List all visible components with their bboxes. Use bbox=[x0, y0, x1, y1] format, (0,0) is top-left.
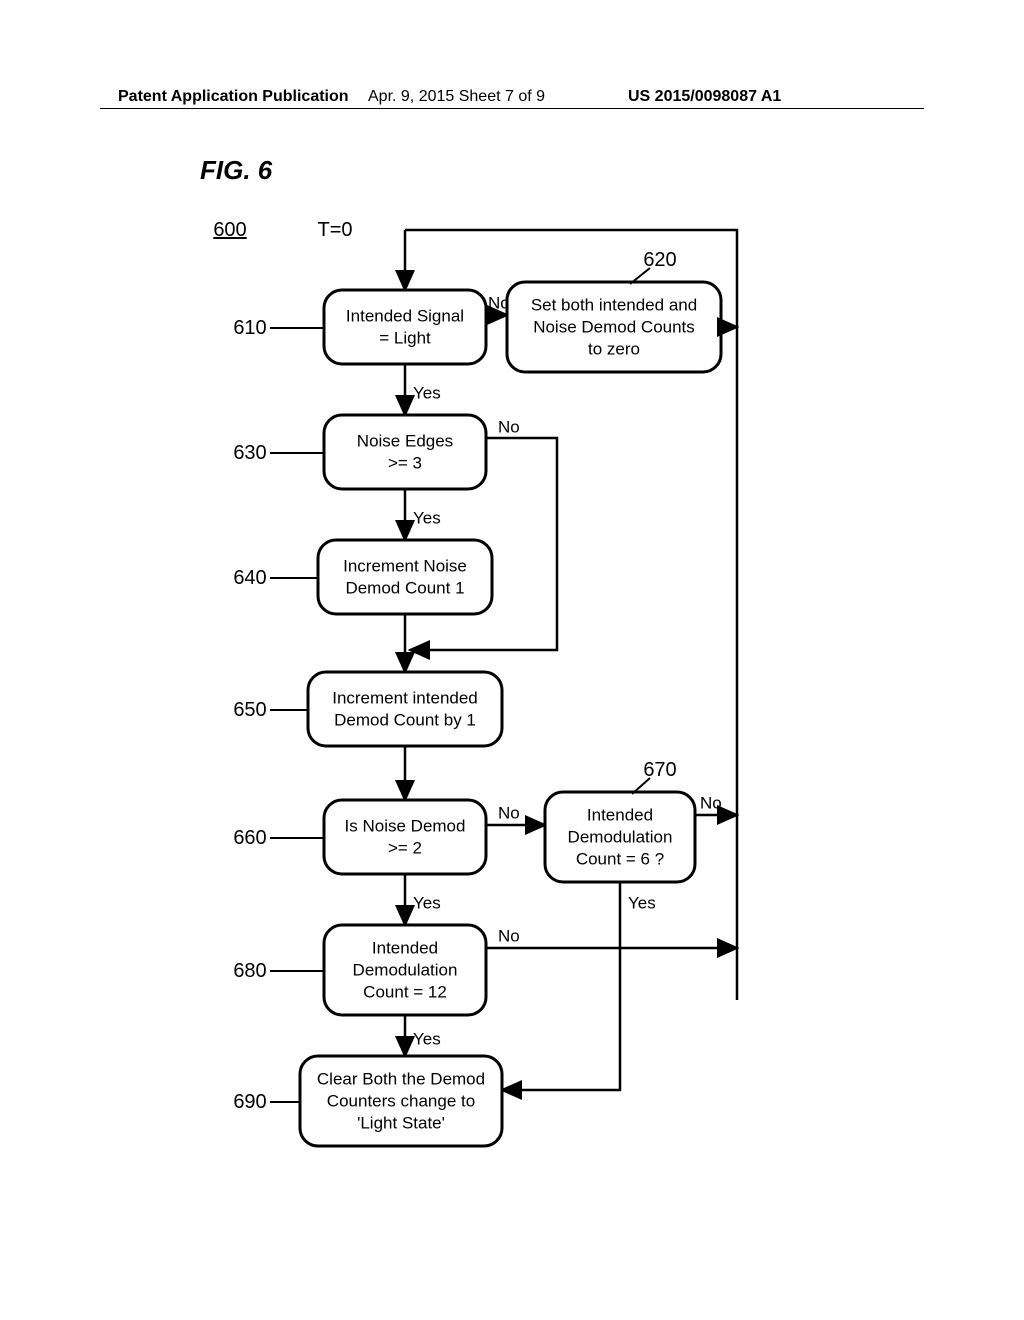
svg-text:Demod Count 1: Demod Count 1 bbox=[345, 578, 464, 597]
label-660-no: No bbox=[498, 803, 520, 822]
label-660-yes: Yes bbox=[413, 893, 441, 912]
ref-680: 680 bbox=[233, 960, 266, 982]
svg-text:'Light State': 'Light State' bbox=[357, 1113, 445, 1132]
svg-text:Intended: Intended bbox=[372, 938, 438, 957]
svg-text:Noise Edges: Noise Edges bbox=[357, 431, 453, 450]
label-630-no: No bbox=[498, 417, 520, 436]
svg-text:Increment Noise: Increment Noise bbox=[343, 556, 467, 575]
ref-690: 690 bbox=[233, 1091, 266, 1113]
svg-text:Set both intended and: Set both intended and bbox=[531, 295, 697, 314]
node-620: Set both intended and Noise Demod Counts… bbox=[507, 282, 721, 372]
svg-text:>= 2: >= 2 bbox=[388, 838, 422, 857]
node-630: Noise Edges >= 3 bbox=[324, 415, 486, 489]
ref-650: 650 bbox=[233, 699, 266, 721]
ref-610: 610 bbox=[233, 317, 266, 339]
svg-text:Clear Both the Demod: Clear Both the Demod bbox=[317, 1069, 485, 1088]
ref-620: 620 bbox=[643, 249, 676, 271]
label-630-yes: Yes bbox=[413, 508, 441, 527]
svg-text:Demodulation: Demodulation bbox=[353, 960, 458, 979]
node-610: Intended Signal = Light bbox=[324, 290, 486, 364]
ref-640: 640 bbox=[233, 567, 266, 589]
svg-text:Count = 12: Count = 12 bbox=[363, 982, 447, 1001]
label-610-yes: Yes bbox=[413, 383, 441, 402]
svg-text:Is Noise Demod: Is Noise Demod bbox=[345, 816, 466, 835]
svg-text:Noise Demod Counts: Noise Demod Counts bbox=[533, 317, 695, 336]
node-660: Is Noise Demod >= 2 bbox=[324, 800, 486, 874]
svg-text:>= 3: >= 3 bbox=[388, 453, 422, 472]
edge-670-690 bbox=[502, 882, 620, 1090]
svg-text:to zero: to zero bbox=[588, 339, 640, 358]
node-650: Increment intended Demod Count by 1 bbox=[308, 672, 502, 746]
svg-text:Demodulation: Demodulation bbox=[568, 827, 673, 846]
flowchart: 600 T=0 Intended Signal = Light 610 No Y… bbox=[0, 0, 1024, 1320]
flow-ref-600: 600 bbox=[213, 219, 246, 241]
label-680-no: No bbox=[498, 926, 520, 945]
label-680-yes: Yes bbox=[413, 1029, 441, 1048]
svg-text:Demod Count by 1: Demod Count by 1 bbox=[334, 710, 476, 729]
node-670: Intended Demodulation Count = 6 ? bbox=[545, 792, 695, 882]
node-690: Clear Both the Demod Counters change to … bbox=[300, 1056, 502, 1146]
svg-text:Intended Signal: Intended Signal bbox=[346, 306, 464, 325]
ref-670: 670 bbox=[643, 759, 676, 781]
svg-text:Increment intended: Increment intended bbox=[332, 688, 478, 707]
start-label: T=0 bbox=[317, 219, 352, 241]
svg-text:Counters change to: Counters change to bbox=[327, 1091, 475, 1110]
svg-text:Intended: Intended bbox=[587, 805, 653, 824]
node-680: Intended Demodulation Count = 12 bbox=[324, 925, 486, 1015]
svg-text:= Light: = Light bbox=[379, 328, 431, 347]
label-670-yes: Yes bbox=[628, 893, 656, 912]
svg-text:Count = 6 ?: Count = 6 ? bbox=[576, 849, 664, 868]
label-670-no: No bbox=[700, 793, 722, 812]
ref-630: 630 bbox=[233, 442, 266, 464]
node-640: Increment Noise Demod Count 1 bbox=[318, 540, 492, 614]
ref-660: 660 bbox=[233, 827, 266, 849]
